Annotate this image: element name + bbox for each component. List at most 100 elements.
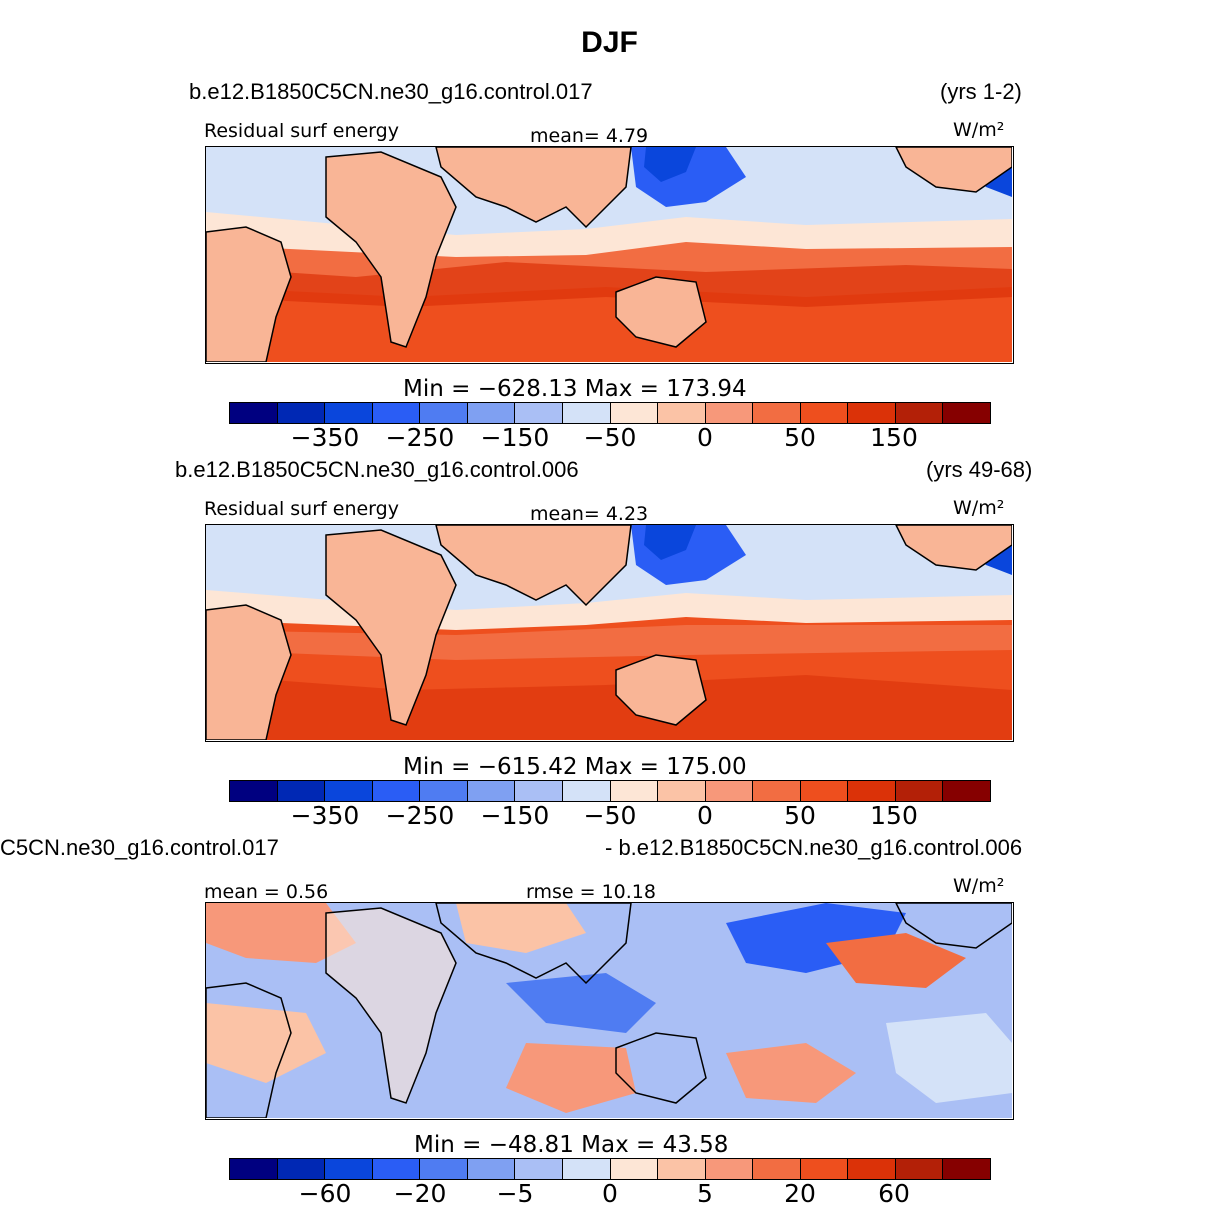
panel3-map — [205, 902, 1014, 1120]
colorbar-tick-label: −20 — [393, 1179, 447, 1208]
panel1-kuroshio-core — [644, 147, 696, 182]
colorbar-tick-label: −150 — [480, 423, 550, 452]
panel3-asia — [435, 903, 632, 985]
panel3-colorbar — [229, 1158, 991, 1180]
panel3-units-label: W/m² — [953, 875, 1005, 897]
colorbar-bin — [753, 403, 801, 423]
panel1-years: (yrs 1-2) — [940, 79, 1022, 104]
panel2-australia — [615, 654, 707, 726]
colorbar-bin — [230, 1159, 278, 1179]
colorbar-bin — [420, 403, 468, 423]
colorbar-bin — [895, 781, 944, 801]
panel2-years: (yrs 49-68) — [926, 457, 1033, 482]
colorbar-bin — [562, 1159, 611, 1179]
colorbar-bin — [658, 403, 706, 423]
colorbar-bin — [420, 781, 468, 801]
panel3-north-america — [895, 903, 1012, 949]
panel1-mean-label: mean= 4.79 — [530, 125, 649, 147]
colorbar-bin — [895, 403, 944, 423]
colorbar-bin — [277, 1159, 326, 1179]
panel3-case-left: C5CN.ne30_g16.control.017 — [0, 835, 279, 860]
colorbar-tick-label: −5 — [496, 1179, 534, 1208]
panel1-asia — [435, 147, 632, 229]
panel2-case-name: b.e12.B1850C5CN.ne30_g16.control.006 — [175, 457, 579, 482]
panel3-mean-label: mean = 0.56 — [204, 881, 329, 903]
colorbar-tick-label: 0 — [602, 1179, 618, 1208]
panel2-north-america — [895, 525, 1012, 571]
colorbar-tick-label: −250 — [385, 801, 455, 830]
colorbar-bin — [800, 781, 849, 801]
panel3-anom-c — [826, 933, 966, 988]
colorbar-tick-label: −150 — [480, 801, 550, 830]
panel1-minmax: Min = −628.13 Max = 173.94 — [403, 376, 747, 402]
colorbar-tick-label: 0 — [697, 801, 713, 830]
panel1-colorbar — [229, 402, 991, 424]
colorbar-bin — [610, 403, 659, 423]
colorbar-tick-label: 150 — [870, 423, 918, 452]
panel3-africa — [325, 907, 457, 1104]
colorbar-bin — [800, 403, 849, 423]
colorbar-bin — [467, 1159, 516, 1179]
colorbar-bin — [230, 781, 278, 801]
colorbar-bin — [943, 781, 990, 801]
colorbar-bin — [943, 403, 990, 423]
colorbar-tick-label: 0 — [697, 423, 713, 452]
panel2-colorbar — [229, 780, 991, 802]
colorbar-bin — [372, 1159, 421, 1179]
panel1-north-america — [895, 147, 1012, 193]
colorbar-bin — [895, 1159, 944, 1179]
panel3-minmax: Min = −48.81 Max = 43.58 — [414, 1132, 729, 1158]
panel1-australia — [615, 276, 707, 348]
colorbar-bin — [467, 403, 516, 423]
colorbar-tick-label: 50 — [784, 801, 816, 830]
colorbar-bin — [943, 1159, 990, 1179]
colorbar-bin — [562, 403, 611, 423]
panel3-anom-h — [886, 1013, 1012, 1103]
colorbar-bin — [515, 781, 563, 801]
colorbar-bin — [325, 403, 373, 423]
colorbar-bin — [610, 1159, 659, 1179]
panel1-south-america — [206, 226, 292, 362]
colorbar-bin — [467, 781, 516, 801]
panel3-anom-a — [206, 903, 356, 963]
colorbar-bin — [658, 1159, 706, 1179]
colorbar-tick-label: 50 — [784, 423, 816, 452]
colorbar-tick-label: 5 — [697, 1179, 713, 1208]
colorbar-bin — [705, 781, 754, 801]
colorbar-bin — [562, 781, 611, 801]
panel3-anom-d — [506, 973, 656, 1033]
panel2-asia — [435, 525, 632, 607]
colorbar-bin — [277, 781, 326, 801]
colorbar-tick-label: −350 — [290, 801, 360, 830]
colorbar-bin — [515, 1159, 563, 1179]
panel3-anom-g — [726, 1043, 856, 1103]
colorbar-tick-label: −350 — [290, 423, 360, 452]
panel3-anom-i — [456, 903, 586, 953]
colorbar-bin — [753, 1159, 801, 1179]
colorbar-bin — [848, 781, 896, 801]
panel1-map — [205, 146, 1014, 364]
panel2-africa — [325, 529, 457, 726]
colorbar-bin — [705, 1159, 754, 1179]
colorbar-bin — [325, 1159, 373, 1179]
panel1-case-name: b.e12.B1850C5CN.ne30_g16.control.017 — [189, 79, 593, 104]
colorbar-bin — [753, 781, 801, 801]
colorbar-bin — [515, 403, 563, 423]
colorbar-tick-label: −250 — [385, 423, 455, 452]
panel2-map — [205, 524, 1014, 742]
colorbar-bin — [610, 781, 659, 801]
colorbar-tick-label: −50 — [583, 423, 637, 452]
panel2-mean-label: mean= 4.23 — [530, 503, 649, 525]
panel1-variable-label: Residual surf energy — [204, 120, 399, 142]
panel2-units-label: W/m² — [953, 497, 1005, 519]
colorbar-bin — [230, 403, 278, 423]
colorbar-bin — [325, 781, 373, 801]
colorbar-tick-label: 20 — [784, 1179, 816, 1208]
colorbar-tick-label: −50 — [583, 801, 637, 830]
panel3-australia — [615, 1032, 707, 1104]
panel2-kuroshio-core — [644, 525, 696, 560]
colorbar-bin — [372, 781, 421, 801]
figure-title: DJF — [581, 26, 638, 59]
panel2-minmax: Min = −615.42 Max = 175.00 — [403, 754, 747, 780]
colorbar-bin — [705, 403, 754, 423]
